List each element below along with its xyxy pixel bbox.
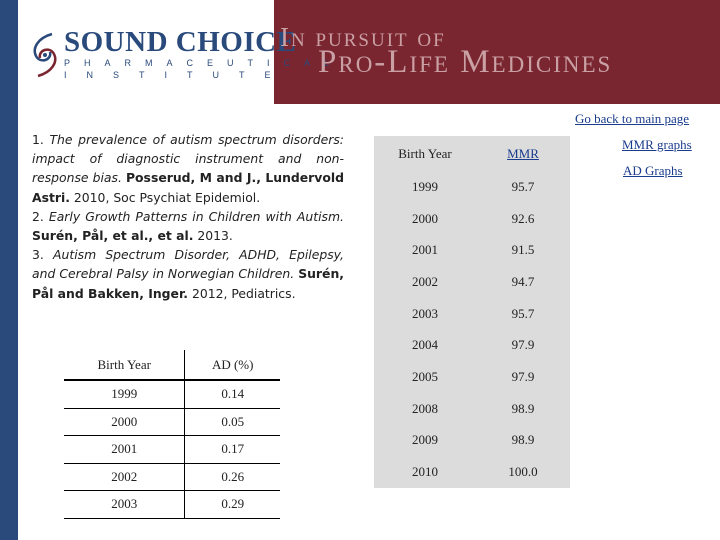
table-row: 2002 0.26 [64, 463, 280, 491]
table-row: 2000 92.6 [412, 210, 535, 226]
table-row: 2001 0.17 [64, 435, 280, 464]
tagline-line-2: Pro-Life Medicines [318, 44, 613, 80]
mmr-graphs-link[interactable]: MMR graphs [622, 137, 692, 152]
table-row: 2010 100.0 [412, 464, 538, 480]
table-row: 2005 97.9 [412, 368, 535, 384]
table-row: 2001 91.5 [412, 242, 535, 258]
logo-sub-text-2: INSTITUTE [64, 70, 291, 80]
references-list: 1. The prevalence of autism spectrum dis… [32, 130, 344, 303]
table-row: 1999 0.14 [64, 380, 280, 409]
ad-graphs-link[interactable]: AD Graphs [623, 163, 683, 178]
table-row: 2002 94.7 [412, 273, 535, 289]
table-row: 2003 0.29 [64, 490, 280, 519]
column-header: Birth Year [64, 350, 186, 381]
table-row: 2008 98.9 [412, 400, 535, 416]
column-header-mmr-link: MMR [476, 136, 570, 171]
reference-item: 1. The prevalence of autism spectrum dis… [32, 132, 344, 205]
mmr-table: Birth Year MMR 1999 95.7 2000 92.6 2001 91.… [374, 136, 570, 488]
back-to-main-link[interactable]: Go back to main page [575, 111, 690, 126]
table-row: 2000 0.05 [64, 408, 280, 436]
reference-item: 3. Autism Spectrum Disorder, ADHD, Epile… [32, 247, 344, 301]
table-row: 1999 95.7 [412, 178, 535, 194]
table-header-row: Birth Year AD (%) [64, 350, 280, 381]
table-row: 2003 95.7 [412, 305, 535, 321]
table-row: 2009 98.9 [412, 432, 535, 448]
logo-sub-text-1: PHARMACEUTICAL [64, 58, 344, 68]
table-row: 2004 97.9 [412, 337, 535, 353]
table-header-row: Birth Year MMR [374, 136, 570, 171]
tagline-line-1: In pursuit of [280, 22, 446, 52]
left-accent-bar [0, 0, 18, 540]
column-header: Birth Year [398, 145, 452, 161]
ad-table: Birth Year AD (%) 1999 0.14 2000 0.05 2001… [64, 350, 280, 519]
logo-main-text: SOUND CHOICE [64, 26, 297, 58]
reference-item: 2. Early Growth Patterns in Children wit… [32, 208, 344, 244]
header-banner [274, 0, 720, 104]
sound-choice-logo: SOUND CHOICE PHARMACEUTICAL INSTITUTE [30, 26, 329, 86]
header-logo-area [18, 0, 274, 104]
column-header: AD (%) [184, 350, 280, 381]
logo-swirl-icon [33, 32, 57, 78]
mmr-header-link[interactable]: MMR [507, 145, 539, 161]
